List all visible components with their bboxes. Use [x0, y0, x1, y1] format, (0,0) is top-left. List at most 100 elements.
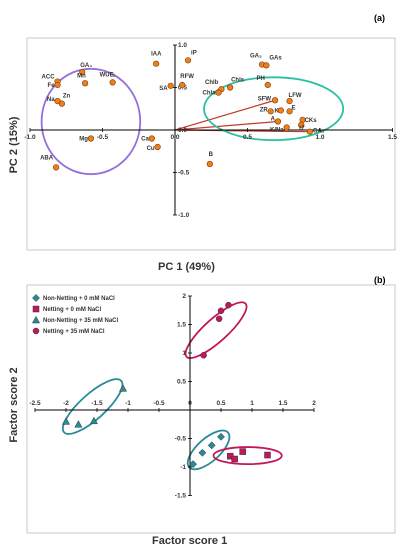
- panel-a-point-sfw: [271, 97, 279, 104]
- panel-b-x-tick-label: -0.5: [153, 400, 165, 407]
- panel-a-point-gas: [263, 62, 270, 69]
- panel-b-legend: Non-Netting + 0 mM NaCl Netting + 0 mM Na…: [31, 294, 119, 335]
- panel-a-point-ph: [264, 81, 271, 89]
- panel-b-point-circle-4: [225, 301, 232, 309]
- panel-a-y-tick-label: 0.0: [178, 127, 187, 134]
- panel-b-legend-label-4: Netting + 35 mM NaCl: [43, 329, 105, 335]
- panel-a-point-chls: [227, 84, 234, 91]
- panel-a-point-label-ca: Ca: [141, 137, 149, 143]
- panel-a-point-fe: [54, 81, 61, 89]
- panel-b-group-ellipse-2: [212, 446, 283, 466]
- panel-a-point-label-chlb: Chlb: [205, 80, 219, 86]
- panel-a-x-tick-label: 1.5: [388, 134, 397, 141]
- panel-b-legend-label-1: Non-Netting + 0 mM NaCl: [43, 296, 115, 302]
- panel-a-point-rfw: [179, 81, 186, 89]
- panel-a-x-axis-title: PC 1 (49%): [158, 261, 215, 273]
- panel-b-x-tick-label: -2: [63, 400, 69, 407]
- panel-b-point-square-2: [231, 455, 238, 463]
- panel-b-point-triangle-4: [119, 384, 128, 392]
- panel-a-point-label-ga: GA₄: [80, 63, 92, 69]
- panel-a-point-ga: [79, 69, 86, 76]
- panel-b-group-ellipse-4: [184, 301, 248, 359]
- panel-a-point-ca: [148, 135, 155, 142]
- panel-b-x-tick-label: -1: [125, 400, 131, 407]
- panel-a-point-label-acc: ACC: [42, 75, 56, 81]
- panel-b-legend-marker-circle: [32, 327, 40, 335]
- panel-a-point-a: [274, 118, 282, 125]
- panel-a-point-zn: [58, 100, 66, 107]
- panel-a-cluster-ellipse-1: [40, 67, 142, 176]
- panel-b-y-tick-label: 0.5: [177, 379, 186, 386]
- panel-a-point-k-na: [283, 124, 290, 131]
- panel-a-point-label-ip: iP: [191, 50, 197, 56]
- panel-b-x-tick-label: 0: [188, 400, 192, 407]
- panel-b-point-diamond-4: [217, 432, 225, 441]
- panel-b-tag: (b): [374, 275, 386, 285]
- panel-a-point-lfw: [286, 97, 293, 105]
- panel-b-y-tick-label: 1.5: [177, 322, 186, 329]
- panel-a-point-label-chls: Chls: [231, 78, 245, 84]
- panel-b-y-tick-label: 2: [182, 293, 186, 300]
- panel-a-x-tick-label: 1.0: [315, 134, 324, 141]
- panel-b-point-square-3: [239, 448, 246, 455]
- panel-b-legend-label-2: Netting + 0 mM NaCl: [43, 307, 102, 313]
- panel-b-legend-marker-diamond: [32, 294, 40, 302]
- panel-b-point-triangle-2: [74, 420, 83, 428]
- panel-a-point-label-zr: ZR: [260, 107, 269, 113]
- panel-a-point-sa: [167, 82, 174, 89]
- panel-b-point-triangle-3: [89, 416, 98, 425]
- panel-a-point-label-tz: tZ: [299, 126, 305, 132]
- panel-a-point-ip: [184, 57, 192, 64]
- panel-b-y-tick-label: -1: [180, 464, 186, 471]
- panel-a-point-label-gas: GAs: [269, 55, 282, 61]
- panel-a-point-mg: [87, 135, 94, 142]
- panel-a-x-tick-label: -0.5: [97, 134, 109, 141]
- panel-a-point-label-ga: GA₁: [313, 129, 325, 135]
- panel-b-point-circle-3: [217, 307, 225, 315]
- panel-a-point-zr: [267, 108, 274, 115]
- panel-b-point-diamond-1: [189, 460, 198, 469]
- panel-a-point-label-ga: GA₃: [250, 54, 262, 60]
- panel-a-point-label-rfw: RFW: [180, 74, 194, 80]
- panel-a-point-mn: [81, 80, 89, 87]
- panel-a-point-label-chla: Chla: [202, 91, 216, 97]
- panel-a-point-label-zn: Zn: [63, 94, 71, 100]
- panel-b-x-tick-label: 0.5: [216, 400, 225, 407]
- panel-b-legend-label-3: Non-Netting + 35 mM NaCl: [43, 318, 119, 324]
- panel-a-x-tick-label: -1.0: [24, 134, 36, 141]
- panel-a-point-aba: [52, 164, 60, 171]
- panel-a-point-chla: [215, 89, 222, 96]
- panel-a-point-label-na: Na: [47, 97, 55, 103]
- panel-b-point-circle-1: [200, 352, 207, 359]
- panel-a-point-label-k: K: [275, 108, 280, 114]
- panel-a-vector-a: [174, 120, 278, 131]
- panel-a-point-label-e: E: [292, 105, 296, 111]
- panel-b-y-axis-title: Factor score 2: [8, 367, 20, 442]
- panel-a-point-label-sa: SA: [159, 86, 168, 92]
- panel-a-y-tick-label: -1.0: [178, 212, 190, 219]
- panel-b-y-tick-label: -0.5: [175, 436, 187, 443]
- panel-a-point-b: [206, 160, 213, 168]
- panel-b-point-square-4: [264, 451, 271, 459]
- panel-b-point-diamond-2: [198, 448, 207, 457]
- panel-a-point-iaa: [153, 60, 160, 67]
- panel-a-point-label-iaa: IAA: [151, 52, 162, 58]
- panel-a-point-label-lfw: LFW: [289, 93, 302, 99]
- panel-a-point-label-aba: ABA: [40, 155, 54, 161]
- panel-b-legend-marker-triangle: [31, 315, 41, 324]
- panel-b-x-tick-label: -1.5: [91, 400, 103, 407]
- panel-a-point-label-mn: Mn: [77, 73, 86, 79]
- panel-a-point-wue: [109, 79, 116, 86]
- panel-b-factor-scores: (b) -2.5 -2 -1.5 -1 -0.5 0 0.5 1 1.5 2 -1.5 -1 -0.5 0…: [8, 275, 396, 547]
- panel-a-point-label-k-na: K/Na: [270, 127, 284, 133]
- panel-a-pca-loadings: (a) -1.0-0.50.00.51.01.5-1.0-0.50.00.51.…: [8, 13, 397, 273]
- panel-b-y-tick-label: -1.5: [175, 493, 187, 500]
- panel-a-point-cu: [154, 143, 161, 151]
- panel-b-x-tick-label: -2.5: [29, 400, 41, 407]
- panel-b-x-axis-title: Factor score 1: [152, 535, 227, 547]
- panel-a-cluster-ellipse-2: [203, 76, 345, 142]
- panel-a-vector-sfw: [174, 99, 276, 131]
- panel-a-x-tick-label: 0.5: [243, 134, 252, 141]
- panel-a-point-label-sfw: SFW: [258, 96, 272, 102]
